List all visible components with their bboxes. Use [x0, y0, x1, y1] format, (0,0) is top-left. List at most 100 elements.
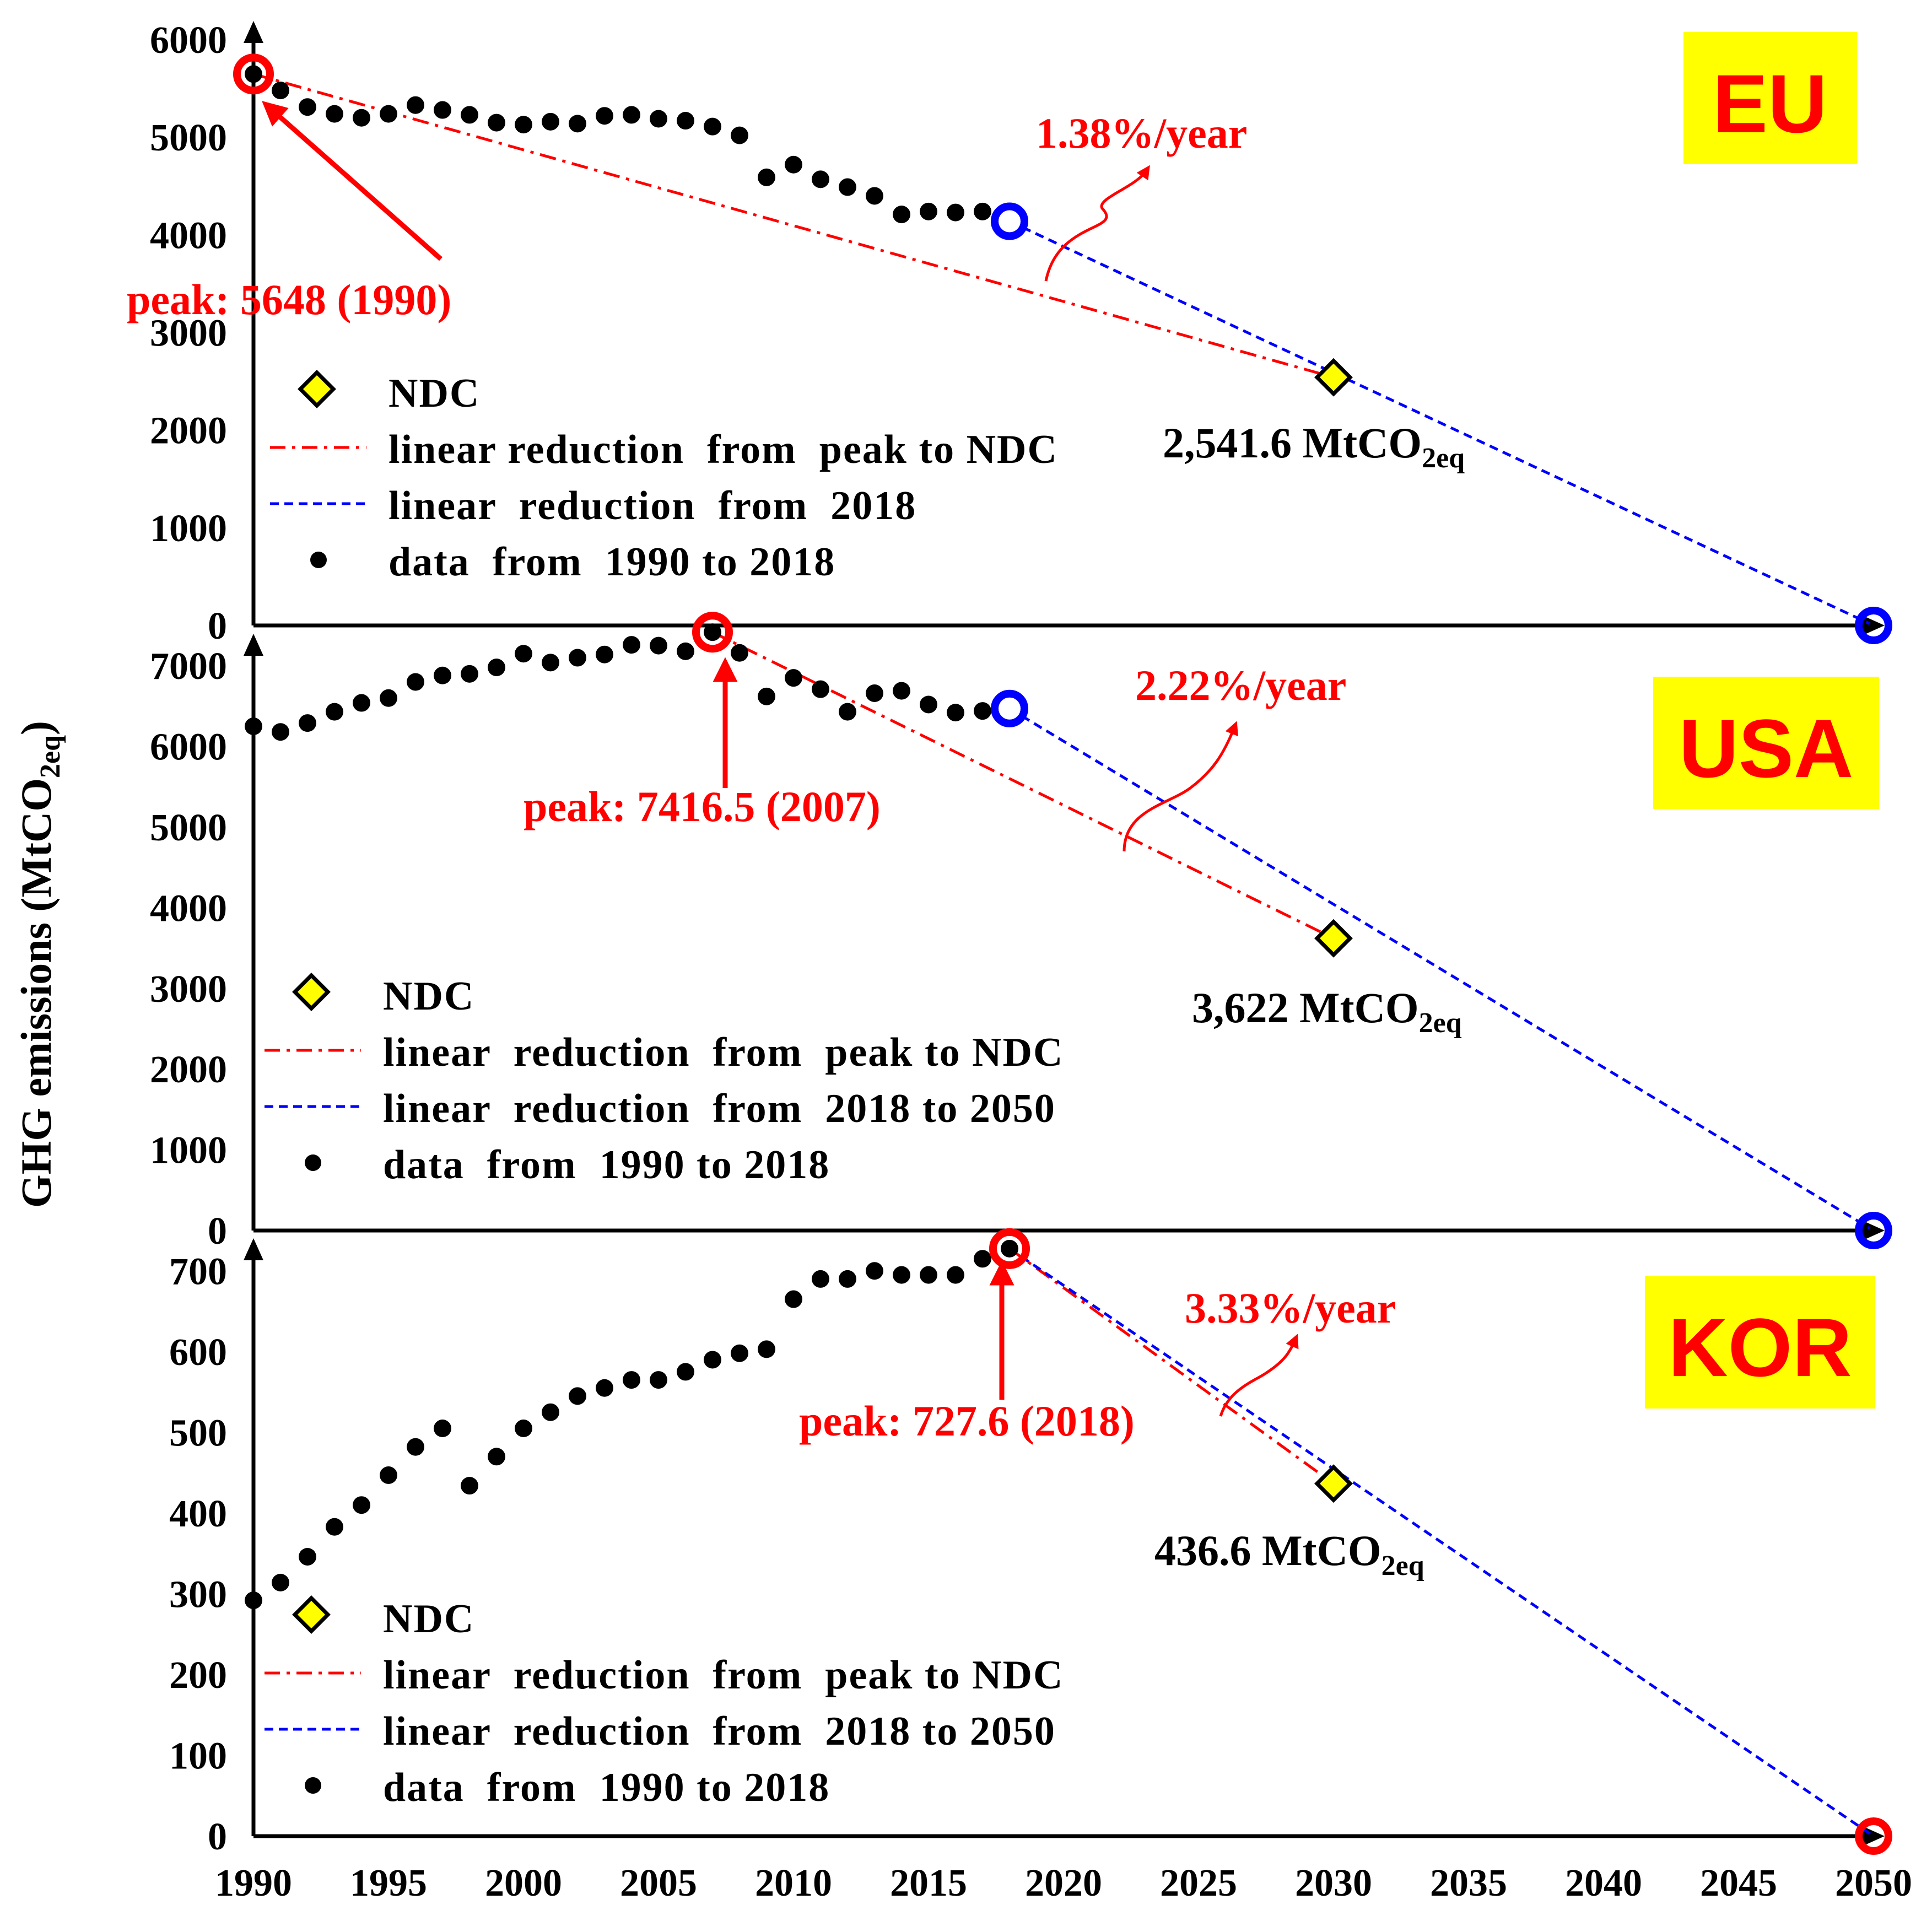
reduction-2018-line: [1008, 1247, 1875, 1838]
y-tick-label: 100: [169, 1735, 227, 1777]
legend: NDC linear reduction from peak to NDC line…: [265, 973, 1062, 1188]
data-point: [245, 65, 262, 83]
y-tick-label: 0: [208, 605, 227, 647]
data-point: [272, 82, 289, 100]
ndc-value-label: 2,541.6 MtCO2eq: [1163, 419, 1465, 474]
data-point: [785, 669, 802, 687]
data-point: [488, 1448, 505, 1466]
data-point: [731, 1344, 748, 1362]
y-axis-label-close: ): [12, 721, 60, 735]
data-point: [731, 126, 748, 144]
y-tick-label: 400: [169, 1493, 227, 1535]
data-point: [272, 723, 289, 741]
y-tick-label: 2000: [150, 410, 227, 452]
reduction-2018-line: [1008, 220, 1875, 627]
ndc-value-subscript: 2eq: [1419, 1007, 1462, 1039]
net-zero-marker: [1855, 607, 1892, 644]
region-badge: [1683, 32, 1857, 164]
data-point: [758, 1340, 775, 1358]
rate-label: 3.33%/year: [1185, 1284, 1396, 1332]
rate-arrow: [1044, 165, 1150, 282]
y-tick-label: 0: [208, 1816, 227, 1858]
legend-entry: linear reduction from 2018: [388, 483, 916, 528]
ndc-marker: [1314, 1464, 1353, 1503]
ndc-value-label: 3,622 MtCO2eq: [1192, 984, 1462, 1039]
data-point: [326, 703, 343, 721]
net-zero-dot: [1869, 621, 1878, 630]
y-tick-label: 3000: [150, 968, 227, 1011]
data-point: [974, 702, 991, 720]
data-point: [920, 202, 937, 220]
peak-label: peak: 7416.5 (2007): [524, 783, 881, 830]
legend-entry: NDC: [383, 974, 474, 1019]
y-tick-label: 200: [169, 1654, 227, 1697]
data-point: [920, 695, 937, 714]
data-point: [704, 623, 721, 641]
data-point: [461, 1477, 478, 1495]
legend-data-symbol: [305, 1777, 321, 1794]
region-badge-label: USA: [1679, 702, 1854, 795]
data-point: [731, 644, 748, 662]
peak-marker: [233, 53, 274, 95]
data-point: [515, 1420, 532, 1438]
base-2018-marker: [991, 202, 1028, 240]
ndc-value-label: 436.6 MtCO2eq: [1154, 1526, 1424, 1582]
data-point: [758, 687, 775, 705]
data-point: [785, 155, 802, 174]
legend-entry: data from 1990 to 2018: [383, 1142, 830, 1188]
x-tick-label: 2025: [1160, 1862, 1237, 1904]
data-point: [596, 1379, 613, 1397]
y-tick-label: 700: [169, 1250, 227, 1293]
data-point: [488, 659, 505, 677]
data-point: [596, 107, 613, 125]
data-point: [353, 109, 370, 127]
data-point: [434, 101, 451, 119]
x-tick-label: 2020: [1025, 1862, 1102, 1904]
data-point: [299, 98, 316, 116]
data-point: [920, 1266, 937, 1284]
y-axis-label: GHG emissions (MtCO2eq): [12, 721, 66, 1208]
data-point: [650, 1371, 667, 1389]
data-point: [542, 654, 559, 672]
data-point: [947, 1266, 964, 1284]
data-point: [542, 1403, 559, 1421]
legend: NDC linear reduction from peak to NDC line…: [270, 370, 1057, 585]
data-point: [866, 684, 883, 702]
data-point: [353, 694, 370, 712]
legend-ndc-symbol: [292, 973, 331, 1011]
data-point: [569, 1387, 586, 1405]
legend-entry: data from 1990 to 2018: [383, 1765, 830, 1810]
data-point: [488, 114, 505, 132]
x-axis: 1990 1995 2000 2005 2010 2015 2020 2025 2030 2035…: [215, 1862, 1912, 1904]
data-point: [596, 645, 613, 663]
data-point: [839, 1270, 856, 1288]
peak-to-ndc-line: [1008, 1247, 1335, 1485]
panel-eu: 0 1000 2000 3000 4000 5000 6000 2,541.6 MtCO2eq…: [127, 19, 1892, 647]
rate-label: 1.38%/year: [1036, 109, 1247, 157]
data-point: [380, 1466, 397, 1484]
data-point: [434, 666, 451, 684]
data-point: [299, 714, 316, 732]
y-axis-arrowhead: [244, 21, 263, 43]
data-point: [515, 645, 532, 663]
y-axis-arrowhead: [244, 1238, 263, 1260]
y-tick-label: 4000: [150, 214, 227, 257]
data-point: [407, 96, 424, 114]
region-badge: [1653, 677, 1879, 809]
ndc-value-subscript: 2eq: [1422, 443, 1465, 474]
data-point: [947, 704, 964, 722]
legend-entry: data from 1990 to 2018: [388, 539, 835, 585]
y-axis-label-sub: 2eq: [35, 735, 66, 778]
data-point: [515, 116, 532, 134]
peak-label: peak: 727.6 (2018): [799, 1397, 1135, 1445]
data-point: [866, 1262, 883, 1280]
data-point: [1001, 1239, 1018, 1258]
reduction-2018-line: [1008, 707, 1875, 1232]
y-tick-label: 300: [169, 1573, 227, 1616]
y-axis-arrowhead: [244, 634, 263, 656]
x-tick-label: 1995: [350, 1862, 427, 1904]
data-point: [272, 1573, 289, 1591]
y-tick-label: 1000: [150, 508, 227, 550]
